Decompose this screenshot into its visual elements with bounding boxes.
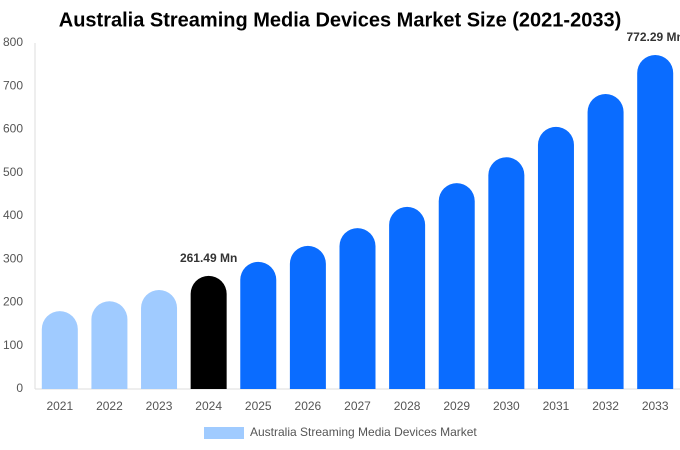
- x-tick-label: 2030: [493, 399, 520, 413]
- legend-swatch: [204, 427, 244, 439]
- y-tick-label: 600: [3, 122, 23, 136]
- value-label: 261.49 Mn: [180, 251, 237, 265]
- bar: [190, 275, 227, 389]
- x-tick-label: 2033: [642, 399, 669, 413]
- y-tick-label: 0: [16, 381, 23, 395]
- y-tick-label: 100: [3, 338, 23, 352]
- bar: [339, 228, 376, 389]
- x-tick-label: 2023: [146, 399, 173, 413]
- x-tick-label: 2021: [46, 399, 73, 413]
- y-tick-label: 800: [3, 35, 23, 49]
- chart-title: Australia Streaming Media Devices Market…: [59, 9, 621, 31]
- bar: [389, 206, 426, 389]
- y-tick-label: 400: [3, 208, 23, 222]
- bar: [91, 301, 128, 389]
- bar: [587, 94, 624, 389]
- x-tick-label: 2026: [295, 399, 322, 413]
- value-label: 772.29 Mn: [627, 30, 680, 44]
- bar: [289, 245, 326, 389]
- x-tick-label: 2031: [543, 399, 570, 413]
- y-tick-label: 500: [3, 165, 23, 179]
- bar: [637, 54, 674, 390]
- x-tick-label: 2025: [245, 399, 272, 413]
- x-tick-label: 2024: [195, 399, 222, 413]
- x-tick-label: 2028: [394, 399, 421, 413]
- y-tick-label: 300: [3, 251, 23, 265]
- legend-label: Australia Streaming Media Devices Market: [250, 425, 477, 439]
- x-tick-label: 2027: [344, 399, 371, 413]
- bar: [240, 261, 277, 389]
- x-tick-label: 2032: [592, 399, 619, 413]
- bar: [537, 126, 574, 389]
- bar: [438, 183, 475, 389]
- bar: [488, 157, 525, 389]
- y-tick-label: 700: [3, 78, 23, 92]
- bar: [41, 311, 78, 389]
- x-tick-label: 2022: [96, 399, 123, 413]
- bar: [141, 289, 178, 389]
- x-tick-label: 2029: [443, 399, 470, 413]
- y-tick-label: 200: [3, 295, 23, 309]
